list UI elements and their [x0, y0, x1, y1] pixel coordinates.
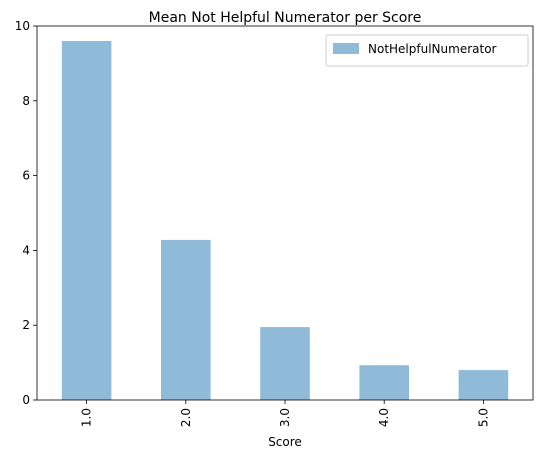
x-tick-label: 3.0	[278, 408, 292, 427]
bar-1.0	[61, 40, 112, 401]
x-tick-label: 2.0	[179, 408, 193, 427]
bar-2.0	[161, 239, 211, 400]
legend-swatch	[333, 43, 359, 54]
x-tick-label: 1.0	[80, 408, 94, 427]
y-tick-label: 2	[22, 318, 30, 332]
bar-3.0	[260, 327, 310, 400]
x-axis-label: Score	[268, 435, 302, 449]
y-tick-label: 4	[22, 243, 30, 257]
bar-4.0	[359, 365, 409, 400]
y-axis: 0 2 4 6 8 10	[15, 19, 37, 407]
y-tick-label: 0	[22, 393, 30, 407]
chart-title: Mean Not Helpful Numerator per Score	[149, 10, 422, 26]
y-tick-label: 8	[22, 94, 30, 108]
legend-label: NotHelpfulNumerator	[368, 42, 497, 56]
x-tick-label: 5.0	[476, 408, 490, 427]
legend: NotHelpfulNumerator	[325, 34, 529, 67]
x-axis: 1.0 2.0 3.0 4.0 5.0	[80, 400, 490, 427]
y-tick-label: 6	[22, 169, 30, 183]
x-tick-label: 4.0	[377, 408, 391, 427]
bars-group	[61, 40, 509, 401]
bar-5.0	[458, 370, 509, 400]
y-tick-label: 10	[15, 19, 30, 33]
legend-box	[325, 34, 529, 67]
